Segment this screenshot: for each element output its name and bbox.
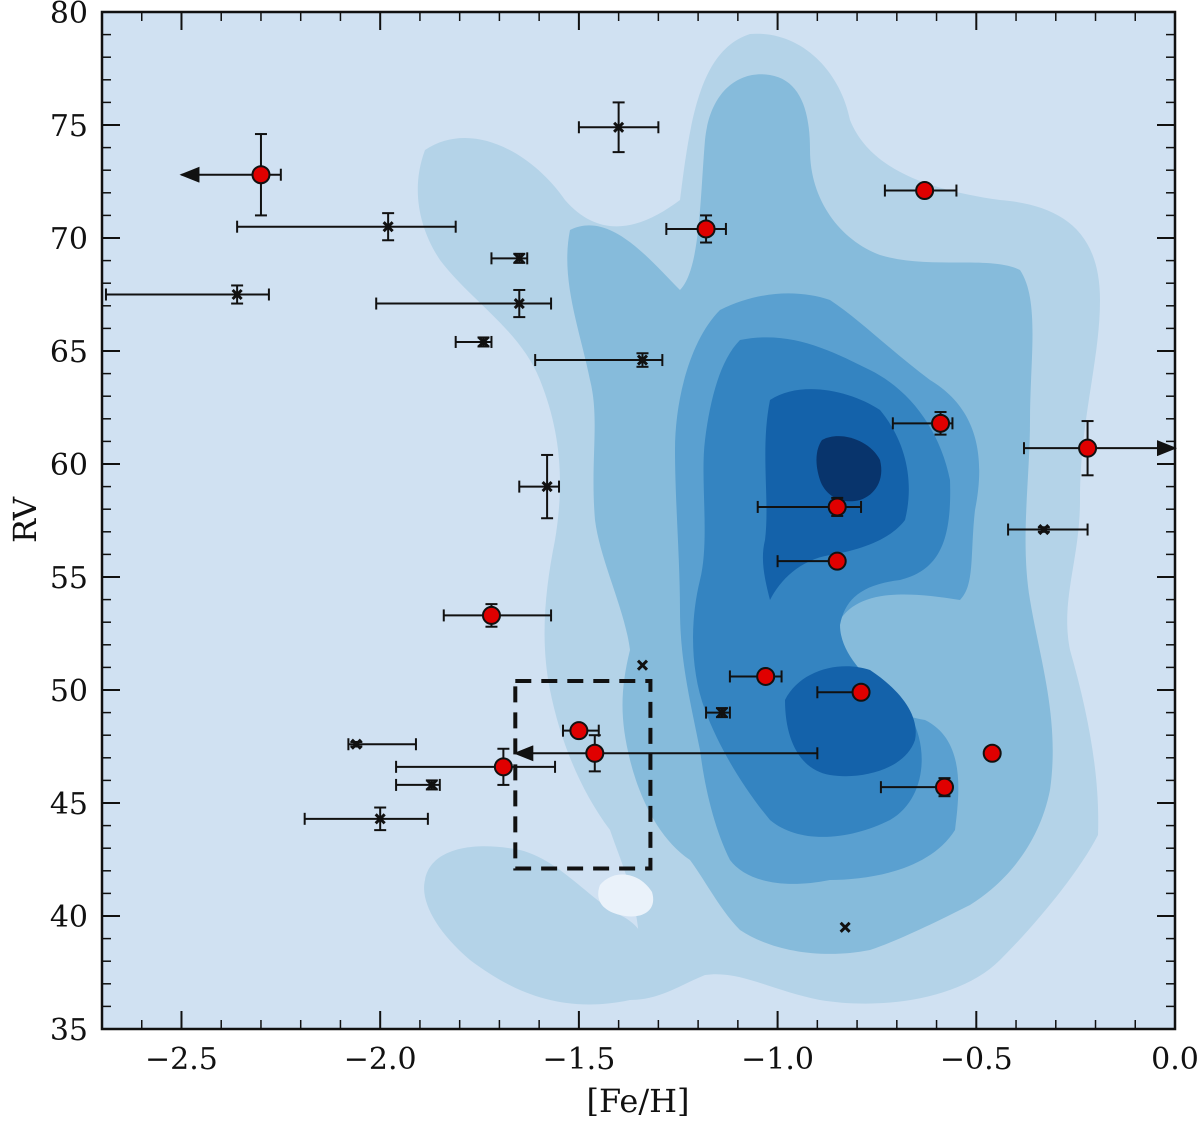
y-tick-label: 35 — [50, 1013, 88, 1048]
red-data-point — [585, 743, 605, 763]
red-data-point — [931, 413, 951, 433]
plot-frame — [100, 10, 1177, 1031]
red-data-point — [251, 165, 271, 185]
y-tick-label: 65 — [50, 335, 88, 370]
black-data-point — [477, 336, 490, 348]
y-tick-label: 50 — [50, 674, 88, 709]
red-data-point — [569, 721, 589, 741]
red-data-point — [982, 743, 1002, 763]
density-contours — [417, 33, 1100, 1005]
highlight-box — [513, 678, 653, 871]
black-data-point — [382, 221, 394, 233]
contour-level-5 — [762, 389, 916, 777]
black-data-point — [374, 813, 386, 825]
black-data-point — [716, 707, 728, 719]
y-tick-label: 75 — [50, 109, 88, 144]
y-tick-label: 80 — [50, 0, 88, 31]
red-data-point — [827, 551, 847, 571]
x-tick-label: −1.5 — [542, 1042, 615, 1077]
red-data-point — [493, 757, 513, 777]
y-tick-label: 45 — [50, 787, 88, 822]
contour-level-6 — [816, 436, 882, 502]
data-markers — [231, 121, 1098, 933]
y-tick-label: 55 — [50, 561, 88, 596]
red-data-point — [756, 666, 776, 686]
red-data-point — [827, 497, 847, 517]
x-tick-label: 0.0 — [1151, 1042, 1199, 1077]
tick-labels: −2.5 −2.0 −1.5 −1.0 −0.5 0.0 35 40 45 50 55 60 65 70 7… — [50, 0, 1199, 1077]
black-data-point — [636, 354, 649, 366]
red-data-point — [696, 219, 716, 239]
black-data-point — [513, 252, 525, 264]
black-data-point — [426, 779, 438, 791]
x-tick-label: −0.5 — [940, 1042, 1013, 1077]
black-data-point — [1038, 523, 1050, 536]
x-tick-label: −2.0 — [344, 1042, 417, 1077]
black-data-point — [541, 481, 553, 493]
black-data-point — [839, 921, 851, 933]
y-tick-label: 40 — [50, 900, 88, 935]
low-density-pocket — [598, 874, 654, 917]
axis-ticks — [101, 11, 1176, 1030]
red-data-point — [1078, 438, 1098, 458]
red-data-point — [481, 605, 501, 625]
x-axis-label: [Fe/H] — [586, 1082, 689, 1120]
black-data-point — [613, 121, 625, 133]
error-bars — [104, 101, 1177, 832]
red-data-point — [915, 181, 935, 201]
y-axis-label: RV — [6, 496, 44, 543]
y-tick-label: 70 — [50, 222, 88, 257]
x-tick-label: −1.0 — [741, 1042, 814, 1077]
x-tick-label: −2.5 — [145, 1042, 218, 1077]
black-data-point — [350, 738, 362, 750]
black-data-point — [513, 297, 525, 310]
red-data-point — [851, 682, 871, 702]
black-data-point — [231, 288, 243, 301]
red-data-point — [935, 777, 955, 797]
black-data-point — [636, 659, 649, 671]
y-tick-label: 60 — [50, 448, 88, 483]
